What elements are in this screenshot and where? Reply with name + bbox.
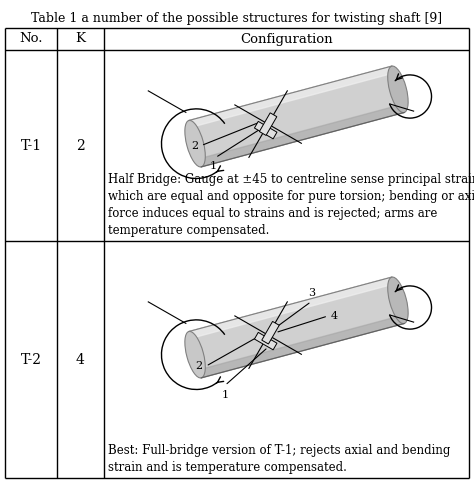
Polygon shape bbox=[199, 104, 404, 167]
Text: 2: 2 bbox=[196, 361, 203, 371]
Polygon shape bbox=[255, 332, 277, 350]
Text: 3: 3 bbox=[308, 287, 315, 298]
Polygon shape bbox=[262, 321, 279, 344]
Polygon shape bbox=[255, 121, 277, 139]
Text: 2: 2 bbox=[76, 139, 85, 153]
Text: Half Bridge: Gauge at ±45 to centreline sense principal strains
which are equal : Half Bridge: Gauge at ±45 to centreline … bbox=[108, 173, 474, 237]
Text: K: K bbox=[75, 32, 85, 45]
Text: 2: 2 bbox=[191, 141, 198, 151]
Polygon shape bbox=[259, 113, 277, 135]
Text: T-2: T-2 bbox=[20, 353, 42, 367]
Ellipse shape bbox=[185, 120, 205, 167]
Polygon shape bbox=[199, 315, 404, 378]
Polygon shape bbox=[189, 277, 404, 378]
Text: No.: No. bbox=[19, 32, 43, 45]
Polygon shape bbox=[189, 66, 393, 128]
Ellipse shape bbox=[388, 277, 408, 324]
Text: 1: 1 bbox=[210, 161, 217, 170]
Text: Table 1 a number of the possible structures for twisting shaft [9]: Table 1 a number of the possible structu… bbox=[31, 12, 443, 25]
Text: 1: 1 bbox=[221, 389, 228, 399]
Text: 4: 4 bbox=[331, 311, 338, 321]
Text: Best: Full-bridge version of T-1; rejects axial and bending
strain and is temper: Best: Full-bridge version of T-1; reject… bbox=[108, 444, 450, 474]
Polygon shape bbox=[189, 277, 393, 339]
Ellipse shape bbox=[185, 331, 205, 378]
Polygon shape bbox=[189, 66, 404, 167]
Ellipse shape bbox=[388, 66, 408, 113]
Text: Configuration: Configuration bbox=[240, 32, 333, 45]
Text: 4: 4 bbox=[76, 353, 85, 367]
Text: T-1: T-1 bbox=[20, 139, 42, 153]
